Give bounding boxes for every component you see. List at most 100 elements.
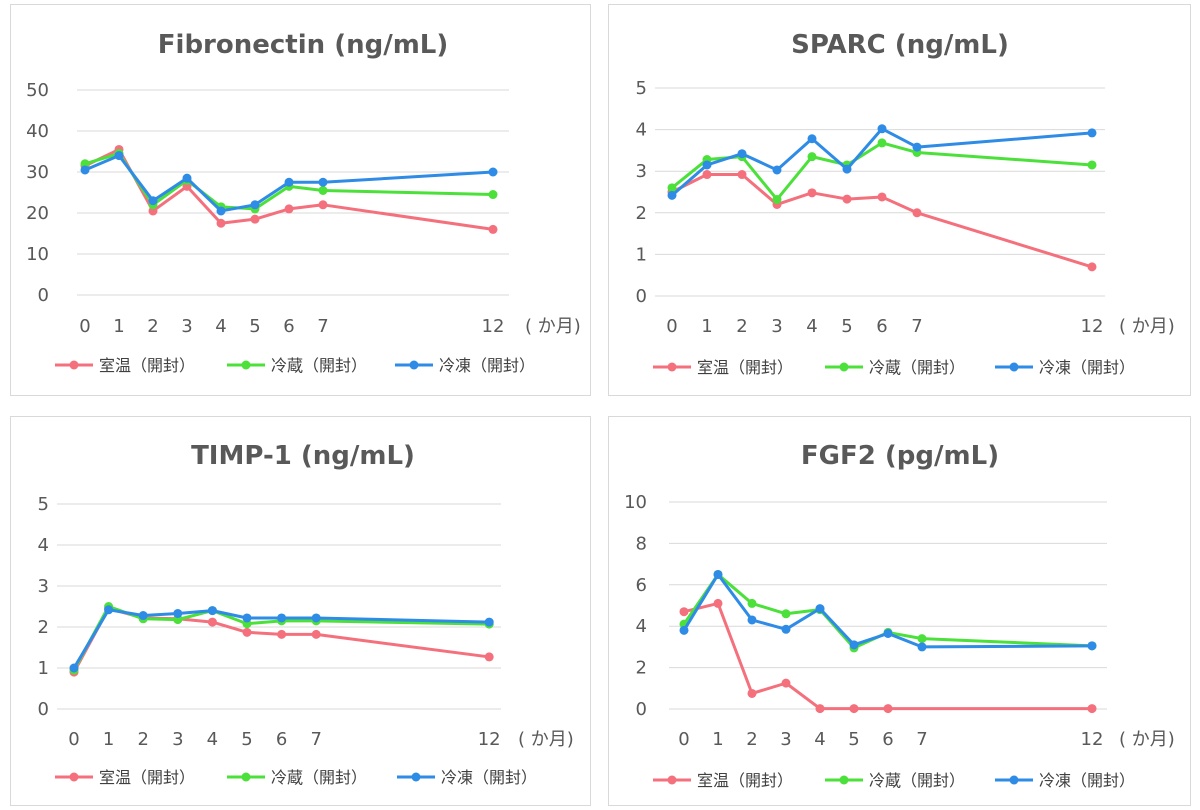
data-point bbox=[277, 613, 287, 623]
data-point bbox=[917, 634, 927, 644]
data-point bbox=[883, 704, 893, 714]
y-tick-label: 40 bbox=[26, 121, 49, 142]
x-unit-label: ( か月) bbox=[1119, 729, 1175, 750]
fgf2-chart-panel: FGF2 (pg/mL) 0 2 4 6 8 10 0 1 2 3 4 5 6 7 12( か月) 室温（開封）… bbox=[608, 416, 1191, 806]
x-tick-label: 7 bbox=[317, 316, 328, 337]
data-point bbox=[284, 204, 294, 214]
x-tick-label: 7 bbox=[310, 729, 321, 750]
data-point bbox=[114, 151, 124, 161]
y-tick-label: 2 bbox=[38, 617, 49, 638]
data-point bbox=[207, 606, 217, 616]
series-line bbox=[683, 601, 1092, 711]
x-tick-label: 0 bbox=[68, 729, 79, 750]
y-tick-label: 0 bbox=[636, 699, 647, 720]
data-point bbox=[737, 170, 747, 180]
data-point bbox=[284, 177, 294, 187]
x-tick-label: 4 bbox=[207, 729, 218, 750]
data-point bbox=[849, 704, 859, 714]
x-tick-label: 2 bbox=[746, 729, 757, 750]
y-tick-label: 3 bbox=[38, 576, 49, 597]
data-point bbox=[883, 628, 893, 638]
legend-marker bbox=[1009, 362, 1019, 372]
data-point bbox=[250, 214, 260, 224]
legend-marker bbox=[241, 772, 251, 782]
legend-label: 冷凍（開封） bbox=[1039, 771, 1135, 790]
y-tick-label: 10 bbox=[624, 492, 647, 513]
data-point bbox=[484, 617, 494, 627]
y-tick-label: 4 bbox=[38, 535, 49, 556]
data-point bbox=[182, 173, 192, 183]
data-point bbox=[702, 160, 712, 170]
data-point bbox=[737, 149, 747, 159]
x-tick-label: 0 bbox=[79, 316, 90, 337]
data-point bbox=[679, 607, 689, 617]
series-line bbox=[671, 173, 1093, 269]
x-tick-label: 6 bbox=[882, 729, 893, 750]
data-point bbox=[488, 224, 498, 234]
data-point bbox=[772, 194, 782, 204]
data-point bbox=[1087, 704, 1097, 714]
y-tick-label: 2 bbox=[636, 658, 647, 679]
legend-label: 冷蔵（開封） bbox=[271, 356, 367, 375]
data-point bbox=[877, 124, 887, 134]
data-point bbox=[781, 678, 791, 688]
legend-marker bbox=[667, 775, 677, 785]
y-tick-label: 10 bbox=[26, 244, 49, 265]
x-tick-label: 4 bbox=[814, 729, 825, 750]
data-point bbox=[849, 640, 859, 650]
x-tick-label: 2 bbox=[137, 729, 148, 750]
data-point bbox=[1087, 641, 1097, 651]
data-point bbox=[815, 704, 825, 714]
y-tick-label: 3 bbox=[636, 161, 647, 182]
data-point bbox=[781, 624, 791, 634]
x-tick-label: 5 bbox=[249, 316, 260, 337]
chart-title: TIMP-1 (ng/mL) bbox=[191, 441, 415, 471]
data-point bbox=[277, 629, 287, 639]
data-point bbox=[104, 605, 114, 615]
x-tick-label: 5 bbox=[841, 316, 852, 337]
data-point bbox=[679, 625, 689, 635]
x-tick-label: 3 bbox=[172, 729, 183, 750]
data-point bbox=[311, 613, 321, 623]
x-tick-label: 0 bbox=[666, 316, 677, 337]
data-point bbox=[877, 192, 887, 202]
x-tick-label: 1 bbox=[113, 316, 124, 337]
y-tick-label: 5 bbox=[38, 494, 49, 515]
data-point bbox=[318, 185, 328, 195]
data-point bbox=[1087, 262, 1097, 272]
x-tick-label: 5 bbox=[241, 729, 252, 750]
data-point bbox=[250, 200, 260, 210]
legend-label: 冷凍（開封） bbox=[439, 356, 535, 375]
data-point bbox=[702, 170, 712, 180]
y-tick-label: 20 bbox=[26, 203, 49, 224]
y-tick-label: 50 bbox=[26, 80, 49, 101]
data-point bbox=[667, 183, 677, 193]
chart-title: Fibronectin (ng/mL) bbox=[158, 30, 448, 60]
x-tick-label: 3 bbox=[771, 316, 782, 337]
x-tick-label: 1 bbox=[712, 729, 723, 750]
data-point bbox=[807, 188, 817, 198]
y-tick-label: 4 bbox=[636, 120, 647, 141]
data-point bbox=[912, 208, 922, 218]
data-point bbox=[807, 134, 817, 144]
legend-label: 冷蔵（開封） bbox=[869, 358, 965, 377]
x-tick-label: 12 bbox=[478, 729, 501, 750]
x-tick-label: 2 bbox=[736, 316, 747, 337]
legend-marker bbox=[409, 360, 419, 370]
y-tick-label: 1 bbox=[636, 244, 647, 265]
legend-marker bbox=[1009, 775, 1019, 785]
x-tick-label: 4 bbox=[215, 316, 226, 337]
legend-marker bbox=[241, 360, 251, 370]
x-tick-label: 1 bbox=[103, 729, 114, 750]
legend-label: 室温（開封） bbox=[99, 768, 195, 787]
data-point bbox=[484, 652, 494, 662]
data-point bbox=[747, 615, 757, 625]
data-point bbox=[713, 569, 723, 579]
data-point bbox=[815, 604, 825, 614]
y-tick-label: 0 bbox=[38, 285, 49, 306]
data-point bbox=[148, 206, 158, 216]
data-point bbox=[1087, 160, 1097, 170]
